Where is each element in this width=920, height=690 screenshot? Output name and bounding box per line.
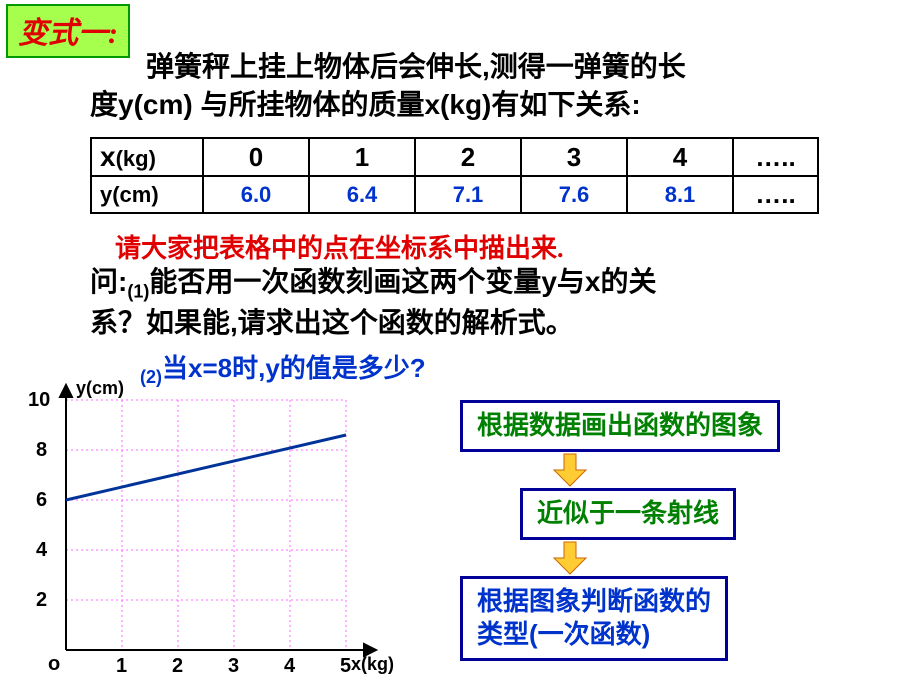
question-body1: 能否用一次函数刻画这两个变量y与x的关	[149, 266, 656, 297]
question-block: 问:(1)能否用一次函数刻画这两个变量y与x的关 系？如果能,请求出这个函数的解…	[90, 263, 880, 342]
y-val-2: 7.1	[415, 176, 521, 213]
y-val-0: 6.0	[203, 176, 309, 213]
question-body2: 系？如果能,请求出这个函数的解析式。	[90, 307, 574, 338]
chart-axes	[60, 385, 376, 656]
q2-body: 当x=8时,y的值是多少?	[162, 353, 426, 383]
chart-xlabel: x(kg)	[351, 654, 394, 674]
intro-line1: 弹簧秤上挂上物体后会伸长,测得一弹簧的长	[90, 48, 890, 86]
ytick-8: 8	[36, 439, 47, 461]
table-row: y(cm) 6.0 6.4 7.1 7.6 8.1 …..	[91, 176, 818, 213]
flow-step-1: 根据数据画出函数的图象	[460, 400, 780, 452]
header-y: y(cm)	[91, 176, 203, 213]
flowchart: 根据数据画出函数的图象 近似于一条射线 根据图象判断函数的 类型(一次函数)	[430, 400, 900, 661]
question-prefix: 问:	[90, 266, 127, 297]
y-dots: …..	[733, 176, 818, 213]
chart-data-line	[66, 435, 346, 500]
hint-text: 请大家把表格中的点在坐标系中描出来.	[115, 228, 564, 265]
y-val-3: 7.6	[521, 176, 627, 213]
flow-step-3: 根据图象判断函数的 类型(一次函数)	[460, 576, 728, 662]
question-sub1: (1)	[127, 282, 149, 302]
table-row: x(kg) 0 1 2 3 4 …..	[91, 138, 818, 176]
x-dots: …..	[733, 138, 818, 176]
x-val-1: 1	[309, 138, 415, 176]
flow-step-2: 近似于一条射线	[520, 488, 736, 540]
intro-line2: 度y(cm) 与所挂物体的质量x(kg)有如下关系:	[90, 86, 890, 124]
xtick-1: 1	[116, 655, 127, 677]
arrow-down-icon	[550, 452, 900, 488]
flow-step-3a: 根据图象判断函数的	[477, 586, 711, 616]
chart-svg: y(cm) x(kg) o 2 4 6 8 10 1 2 3 4 5	[6, 380, 406, 680]
xtick-2: 2	[172, 655, 183, 677]
x-val-4: 4	[627, 138, 733, 176]
xtick-5: 5	[340, 655, 351, 677]
header-x: x(kg)	[91, 138, 203, 176]
flow-step-3b: 类型(一次函数)	[477, 619, 650, 649]
intro-text: 弹簧秤上挂上物体后会伸长,测得一弹簧的长 度y(cm) 与所挂物体的质量x(kg…	[90, 48, 890, 124]
x-val-2: 2	[415, 138, 521, 176]
chart-ylabel: y(cm)	[76, 380, 124, 398]
chart-grid	[66, 400, 346, 650]
ytick-2: 2	[36, 589, 47, 611]
ytick-6: 6	[36, 489, 47, 511]
x-val-3: 3	[521, 138, 627, 176]
ytick-4: 4	[36, 539, 48, 561]
chart-origin: o	[48, 653, 60, 675]
data-table: x(kg) 0 1 2 3 4 ….. y(cm) 6.0 6.4 7.1 7.…	[90, 137, 819, 214]
y-val-1: 6.4	[309, 176, 415, 213]
y-val-4: 8.1	[627, 176, 733, 213]
line-chart: y(cm) x(kg) o 2 4 6 8 10 1 2 3 4 5	[6, 380, 406, 680]
arrow-down-icon	[550, 540, 900, 576]
x-val-0: 0	[203, 138, 309, 176]
ytick-10: 10	[28, 389, 50, 411]
xtick-4: 4	[284, 655, 296, 677]
xtick-3: 3	[228, 655, 239, 677]
